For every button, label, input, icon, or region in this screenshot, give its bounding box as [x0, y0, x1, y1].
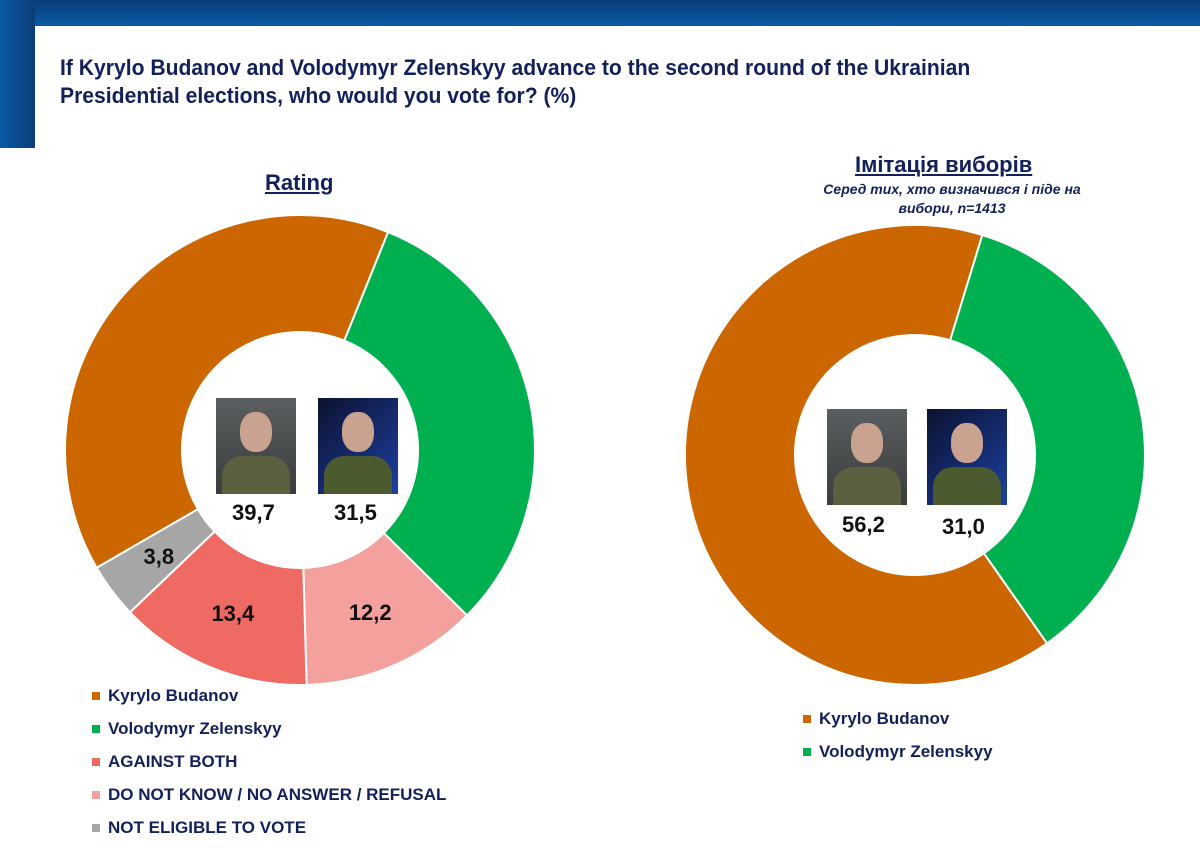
swatch — [92, 823, 100, 832]
legend-item: Volodymyr Zelenskyy — [803, 735, 993, 768]
legend-item: Kyrylo Budanov — [803, 702, 993, 735]
chart1-title: Rating — [265, 170, 334, 195]
slice-volodymyr-zelenskyy — [948, 233, 1146, 645]
slice-kyrylo-budanov — [684, 224, 1049, 686]
chart2-title: Імітація виборів — [855, 152, 1033, 177]
legend-item: Kyrylo Budanov — [92, 679, 446, 712]
legend-item: AGAINST BOTH — [92, 745, 446, 778]
legend-item: NOT ELIGIBLE TO VOTE — [92, 811, 446, 844]
swatch — [92, 724, 100, 733]
swatch — [92, 757, 100, 766]
data-label: 13,4 — [211, 601, 255, 626]
data-label: 12,2 — [349, 600, 392, 625]
swatch — [803, 714, 811, 723]
page-title: If Kyrylo Budanov and Volodymyr Zelensky… — [60, 55, 971, 108]
legend-2: Kyrylo Budanov Volodymyr Zelenskyy — [803, 702, 993, 768]
zelenskyy-value-1: 31,5 — [334, 500, 377, 525]
legend-label: Kyrylo Budanov — [819, 708, 950, 728]
zelenskyy-value-2: 31,0 — [942, 514, 985, 539]
legend-label: DO NOT KNOW / NO ANSWER / REFUSAL — [108, 784, 447, 804]
legend-label: Volodymyr Zelenskyy — [108, 718, 282, 738]
zelenskyy-photo — [318, 398, 398, 494]
budanov-photo-2 — [827, 409, 907, 505]
chart2-subtitle: Серед тих, хто визначився і піде на вибо… — [823, 181, 1081, 216]
legend-label: AGAINST BOTH — [108, 751, 238, 771]
slice-volodymyr-zelenskyy — [342, 230, 536, 617]
slice-do-not-know-no-answer-refusal — [302, 531, 469, 686]
slice-kyrylo-budanov — [64, 214, 390, 570]
legend-item: Volodymyr Zelenskyy — [92, 712, 446, 745]
zelenskyy-photo-2 — [927, 409, 1007, 505]
budanov-value-2: 56,2 — [842, 512, 885, 537]
side-accent — [0, 0, 35, 148]
budanov-photo — [216, 398, 296, 494]
data-label: 3,8 — [143, 544, 174, 569]
legend-label: NOT ELIGIBLE TO VOTE — [108, 817, 307, 837]
budanov-value-1: 39,7 — [232, 500, 275, 525]
swatch — [92, 691, 100, 700]
legend-item: DO NOT KNOW / NO ANSWER / REFUSAL — [92, 778, 446, 811]
legend-label: Kyrylo Budanov — [108, 685, 239, 705]
slice-against-both — [128, 530, 308, 686]
swatch — [92, 790, 100, 799]
swatch — [803, 747, 811, 756]
legend-label: Volodymyr Zelenskyy — [819, 741, 993, 761]
legend-1: Kyrylo Budanov Volodymyr Zelenskyy AGAIN… — [92, 679, 446, 844]
header-bar — [0, 0, 1200, 26]
